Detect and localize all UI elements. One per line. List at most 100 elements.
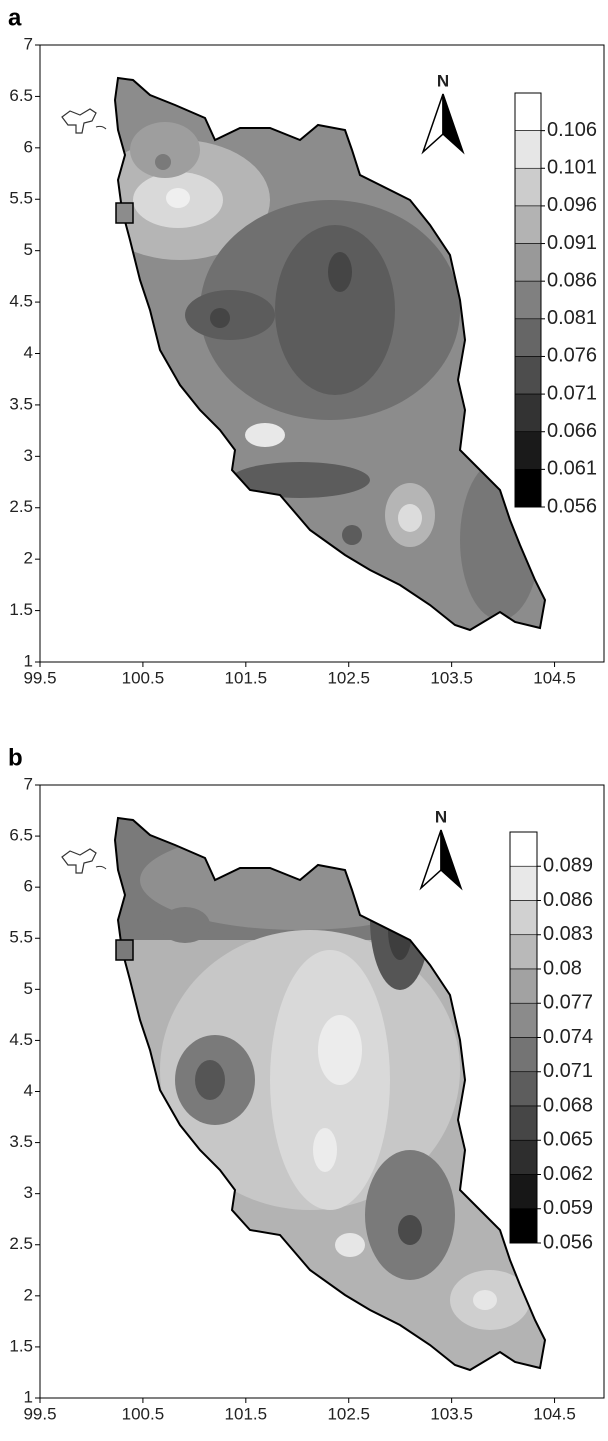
x-tick-label: 100.5 [122, 1404, 165, 1423]
x-tick-label: 101.5 [225, 1404, 268, 1423]
legend-label: 0.062 [543, 1163, 593, 1185]
y-tick-label: 4 [24, 343, 33, 362]
y-tick-label: 4.5 [9, 292, 33, 311]
y-tick-label: 2.5 [9, 497, 33, 516]
y-tick-label: 1 [24, 651, 33, 670]
y-tick-label: 7 [24, 34, 33, 53]
legend-label: 0.071 [543, 1060, 593, 1082]
legend-band [509, 1139, 538, 1175]
y-tick-label: 1.5 [9, 1336, 33, 1355]
legend-band [509, 1174, 538, 1210]
legend-band [514, 356, 542, 395]
x-tick-label: 99.5 [23, 1404, 56, 1423]
legend-label: 0.086 [543, 889, 593, 911]
north-arrow [419, 829, 442, 891]
inset-icon-shape [95, 125, 107, 130]
legend-label: 0.091 [547, 232, 597, 254]
legend-band [514, 431, 542, 470]
legend-label: 0.106 [547, 119, 597, 141]
panel-label: b [8, 744, 23, 771]
y-tick-label: 3 [24, 446, 33, 465]
legend-band [514, 318, 542, 357]
inset-icon-shape [61, 848, 97, 874]
y-tick-label: 5 [24, 979, 33, 998]
legend-band [514, 167, 542, 207]
y-tick-label: 5.5 [9, 928, 33, 947]
legend-band [509, 1208, 538, 1244]
x-tick-label: 103.5 [430, 668, 473, 687]
legend-label: 0.061 [547, 458, 597, 480]
y-tick-label: 4.5 [9, 1030, 33, 1049]
panel-label: a [8, 4, 22, 31]
legend-band [509, 865, 538, 901]
legend-label: 0.068 [543, 1094, 593, 1116]
legend-label: 0.081 [547, 307, 597, 329]
x-tick-label: 104.5 [533, 1404, 576, 1423]
legend-label: 0.059 [543, 1197, 593, 1219]
legend-band [514, 92, 542, 131]
legend-label: 0.074 [543, 1026, 593, 1048]
legend-label: 0.056 [543, 1231, 593, 1253]
y-tick-label: 2 [24, 549, 33, 568]
y-tick-label: 2 [24, 1285, 33, 1304]
legend-label: 0.071 [547, 382, 597, 404]
legend-band [509, 934, 538, 970]
legend-label: 0.086 [547, 269, 597, 291]
north-arrow [421, 93, 444, 155]
y-tick-label: 4 [24, 1081, 33, 1100]
y-tick-label: 1.5 [9, 600, 33, 619]
y-tick-label: 6.5 [9, 86, 33, 105]
north-arrow [440, 829, 463, 891]
legend-band [514, 130, 542, 169]
legend-band [509, 831, 538, 867]
legend-band [509, 1105, 538, 1141]
legend-band [514, 243, 542, 282]
map-b [114, 817, 546, 1371]
x-tick-label: 100.5 [122, 668, 165, 687]
legend-band [509, 968, 538, 1004]
north-label: N [435, 807, 447, 826]
y-tick-label: 6.5 [9, 826, 33, 845]
legend-band [514, 393, 542, 433]
y-tick-label: 5.5 [9, 189, 33, 208]
legend-label: 0.056 [547, 495, 597, 517]
inset-icon-shape [95, 865, 107, 870]
y-tick-label: 6 [24, 137, 33, 156]
legend-band [509, 900, 538, 936]
legend-band [514, 469, 542, 508]
legend-label: 0.101 [547, 157, 597, 179]
inset-icon [61, 848, 107, 874]
y-tick-label: 2.5 [9, 1234, 33, 1253]
legend-label: 0.096 [547, 194, 597, 216]
legend-label: 0.065 [543, 1129, 593, 1151]
y-tick-label: 5 [24, 240, 33, 259]
legend-band [509, 1037, 538, 1073]
legend-band [514, 205, 542, 244]
y-tick-label: 3 [24, 1183, 33, 1202]
x-tick-label: 103.5 [430, 1404, 473, 1423]
x-tick-label: 101.5 [225, 668, 268, 687]
y-tick-label: 3.5 [9, 394, 33, 413]
legend-label: 0.089 [543, 855, 593, 877]
legend-label: 0.076 [547, 345, 597, 367]
y-tick-label: 7 [24, 774, 33, 793]
legend-band [514, 280, 542, 320]
legend-frame [514, 92, 542, 508]
legend-label: 0.077 [543, 992, 593, 1014]
y-tick-label: 6 [24, 877, 33, 896]
legend-band [509, 1071, 538, 1107]
legend-label: 0.083 [543, 923, 593, 945]
y-tick-label: 3.5 [9, 1132, 33, 1151]
map-a [114, 77, 546, 631]
y-tick-label: 1 [24, 1387, 33, 1406]
north-label: N [437, 71, 449, 90]
x-tick-label: 102.5 [327, 668, 370, 687]
legend-label: 0.066 [547, 420, 597, 442]
north-arrow [442, 93, 465, 155]
inset-icon [61, 108, 107, 134]
legend-band [509, 1002, 538, 1038]
x-tick-label: 104.5 [533, 668, 576, 687]
x-tick-label: 99.5 [23, 668, 56, 687]
